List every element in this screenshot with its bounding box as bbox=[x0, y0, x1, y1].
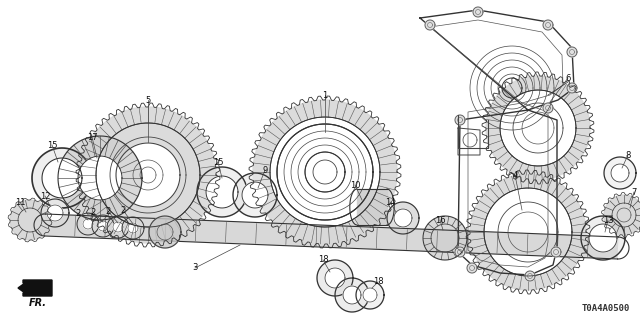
Polygon shape bbox=[567, 47, 577, 57]
Text: 10: 10 bbox=[349, 180, 360, 189]
Polygon shape bbox=[484, 188, 572, 276]
Polygon shape bbox=[581, 216, 625, 260]
Text: 4: 4 bbox=[513, 171, 518, 180]
Polygon shape bbox=[77, 213, 99, 235]
Polygon shape bbox=[394, 209, 412, 227]
Polygon shape bbox=[325, 268, 345, 288]
Polygon shape bbox=[58, 136, 142, 220]
Polygon shape bbox=[425, 20, 435, 30]
Polygon shape bbox=[470, 174, 586, 290]
Polygon shape bbox=[107, 216, 129, 238]
Polygon shape bbox=[455, 247, 465, 257]
Polygon shape bbox=[543, 103, 553, 113]
Text: 13: 13 bbox=[603, 215, 613, 225]
Polygon shape bbox=[45, 214, 618, 259]
Polygon shape bbox=[567, 83, 577, 93]
Text: 2: 2 bbox=[120, 205, 125, 214]
Polygon shape bbox=[525, 271, 535, 281]
Polygon shape bbox=[387, 202, 419, 234]
Polygon shape bbox=[42, 158, 82, 198]
Polygon shape bbox=[10, 200, 50, 240]
Polygon shape bbox=[423, 216, 467, 260]
Polygon shape bbox=[98, 221, 108, 231]
Text: 2: 2 bbox=[106, 206, 111, 215]
Polygon shape bbox=[113, 222, 123, 232]
Polygon shape bbox=[206, 176, 238, 208]
Text: 2: 2 bbox=[90, 207, 95, 217]
Text: 8: 8 bbox=[625, 150, 630, 159]
Text: 18: 18 bbox=[317, 255, 328, 265]
Text: 11: 11 bbox=[15, 197, 25, 206]
Polygon shape bbox=[32, 148, 92, 208]
Polygon shape bbox=[604, 195, 640, 235]
Polygon shape bbox=[486, 76, 590, 180]
Polygon shape bbox=[242, 182, 268, 208]
Polygon shape bbox=[41, 199, 69, 227]
Text: 6: 6 bbox=[565, 74, 571, 83]
Text: 2: 2 bbox=[76, 209, 81, 218]
Text: 18: 18 bbox=[372, 277, 383, 286]
Polygon shape bbox=[83, 219, 93, 229]
Polygon shape bbox=[270, 117, 380, 227]
Polygon shape bbox=[500, 90, 576, 166]
Text: 1: 1 bbox=[323, 91, 328, 100]
Text: 15: 15 bbox=[47, 140, 57, 149]
Polygon shape bbox=[149, 216, 181, 248]
Text: T0A4A0500: T0A4A0500 bbox=[582, 304, 630, 313]
Polygon shape bbox=[551, 247, 561, 257]
Polygon shape bbox=[116, 143, 180, 207]
Polygon shape bbox=[543, 20, 553, 30]
Polygon shape bbox=[233, 173, 277, 217]
Polygon shape bbox=[317, 260, 353, 296]
Polygon shape bbox=[356, 281, 384, 309]
Text: 3: 3 bbox=[192, 263, 198, 273]
Bar bbox=[357, 189, 387, 225]
Polygon shape bbox=[473, 7, 483, 17]
Text: 9: 9 bbox=[262, 165, 268, 174]
Text: 5: 5 bbox=[145, 95, 150, 105]
Polygon shape bbox=[92, 215, 114, 237]
Polygon shape bbox=[589, 224, 617, 252]
Polygon shape bbox=[197, 167, 247, 217]
Polygon shape bbox=[253, 100, 397, 244]
Text: 15: 15 bbox=[212, 157, 223, 166]
Polygon shape bbox=[78, 156, 122, 200]
Text: 7: 7 bbox=[631, 188, 637, 196]
Text: 14: 14 bbox=[385, 197, 396, 206]
Polygon shape bbox=[455, 115, 465, 125]
Polygon shape bbox=[343, 286, 361, 304]
Text: 12: 12 bbox=[40, 191, 51, 201]
Text: FR.: FR. bbox=[29, 298, 47, 308]
Polygon shape bbox=[363, 288, 377, 302]
Polygon shape bbox=[604, 157, 636, 189]
Polygon shape bbox=[335, 278, 369, 312]
Text: 17: 17 bbox=[86, 132, 97, 141]
Polygon shape bbox=[611, 164, 629, 182]
Text: 16: 16 bbox=[435, 215, 445, 225]
Polygon shape bbox=[467, 263, 477, 273]
Polygon shape bbox=[128, 223, 138, 233]
Polygon shape bbox=[80, 107, 216, 243]
Polygon shape bbox=[122, 217, 144, 239]
Polygon shape bbox=[18, 280, 52, 296]
Polygon shape bbox=[47, 205, 63, 221]
